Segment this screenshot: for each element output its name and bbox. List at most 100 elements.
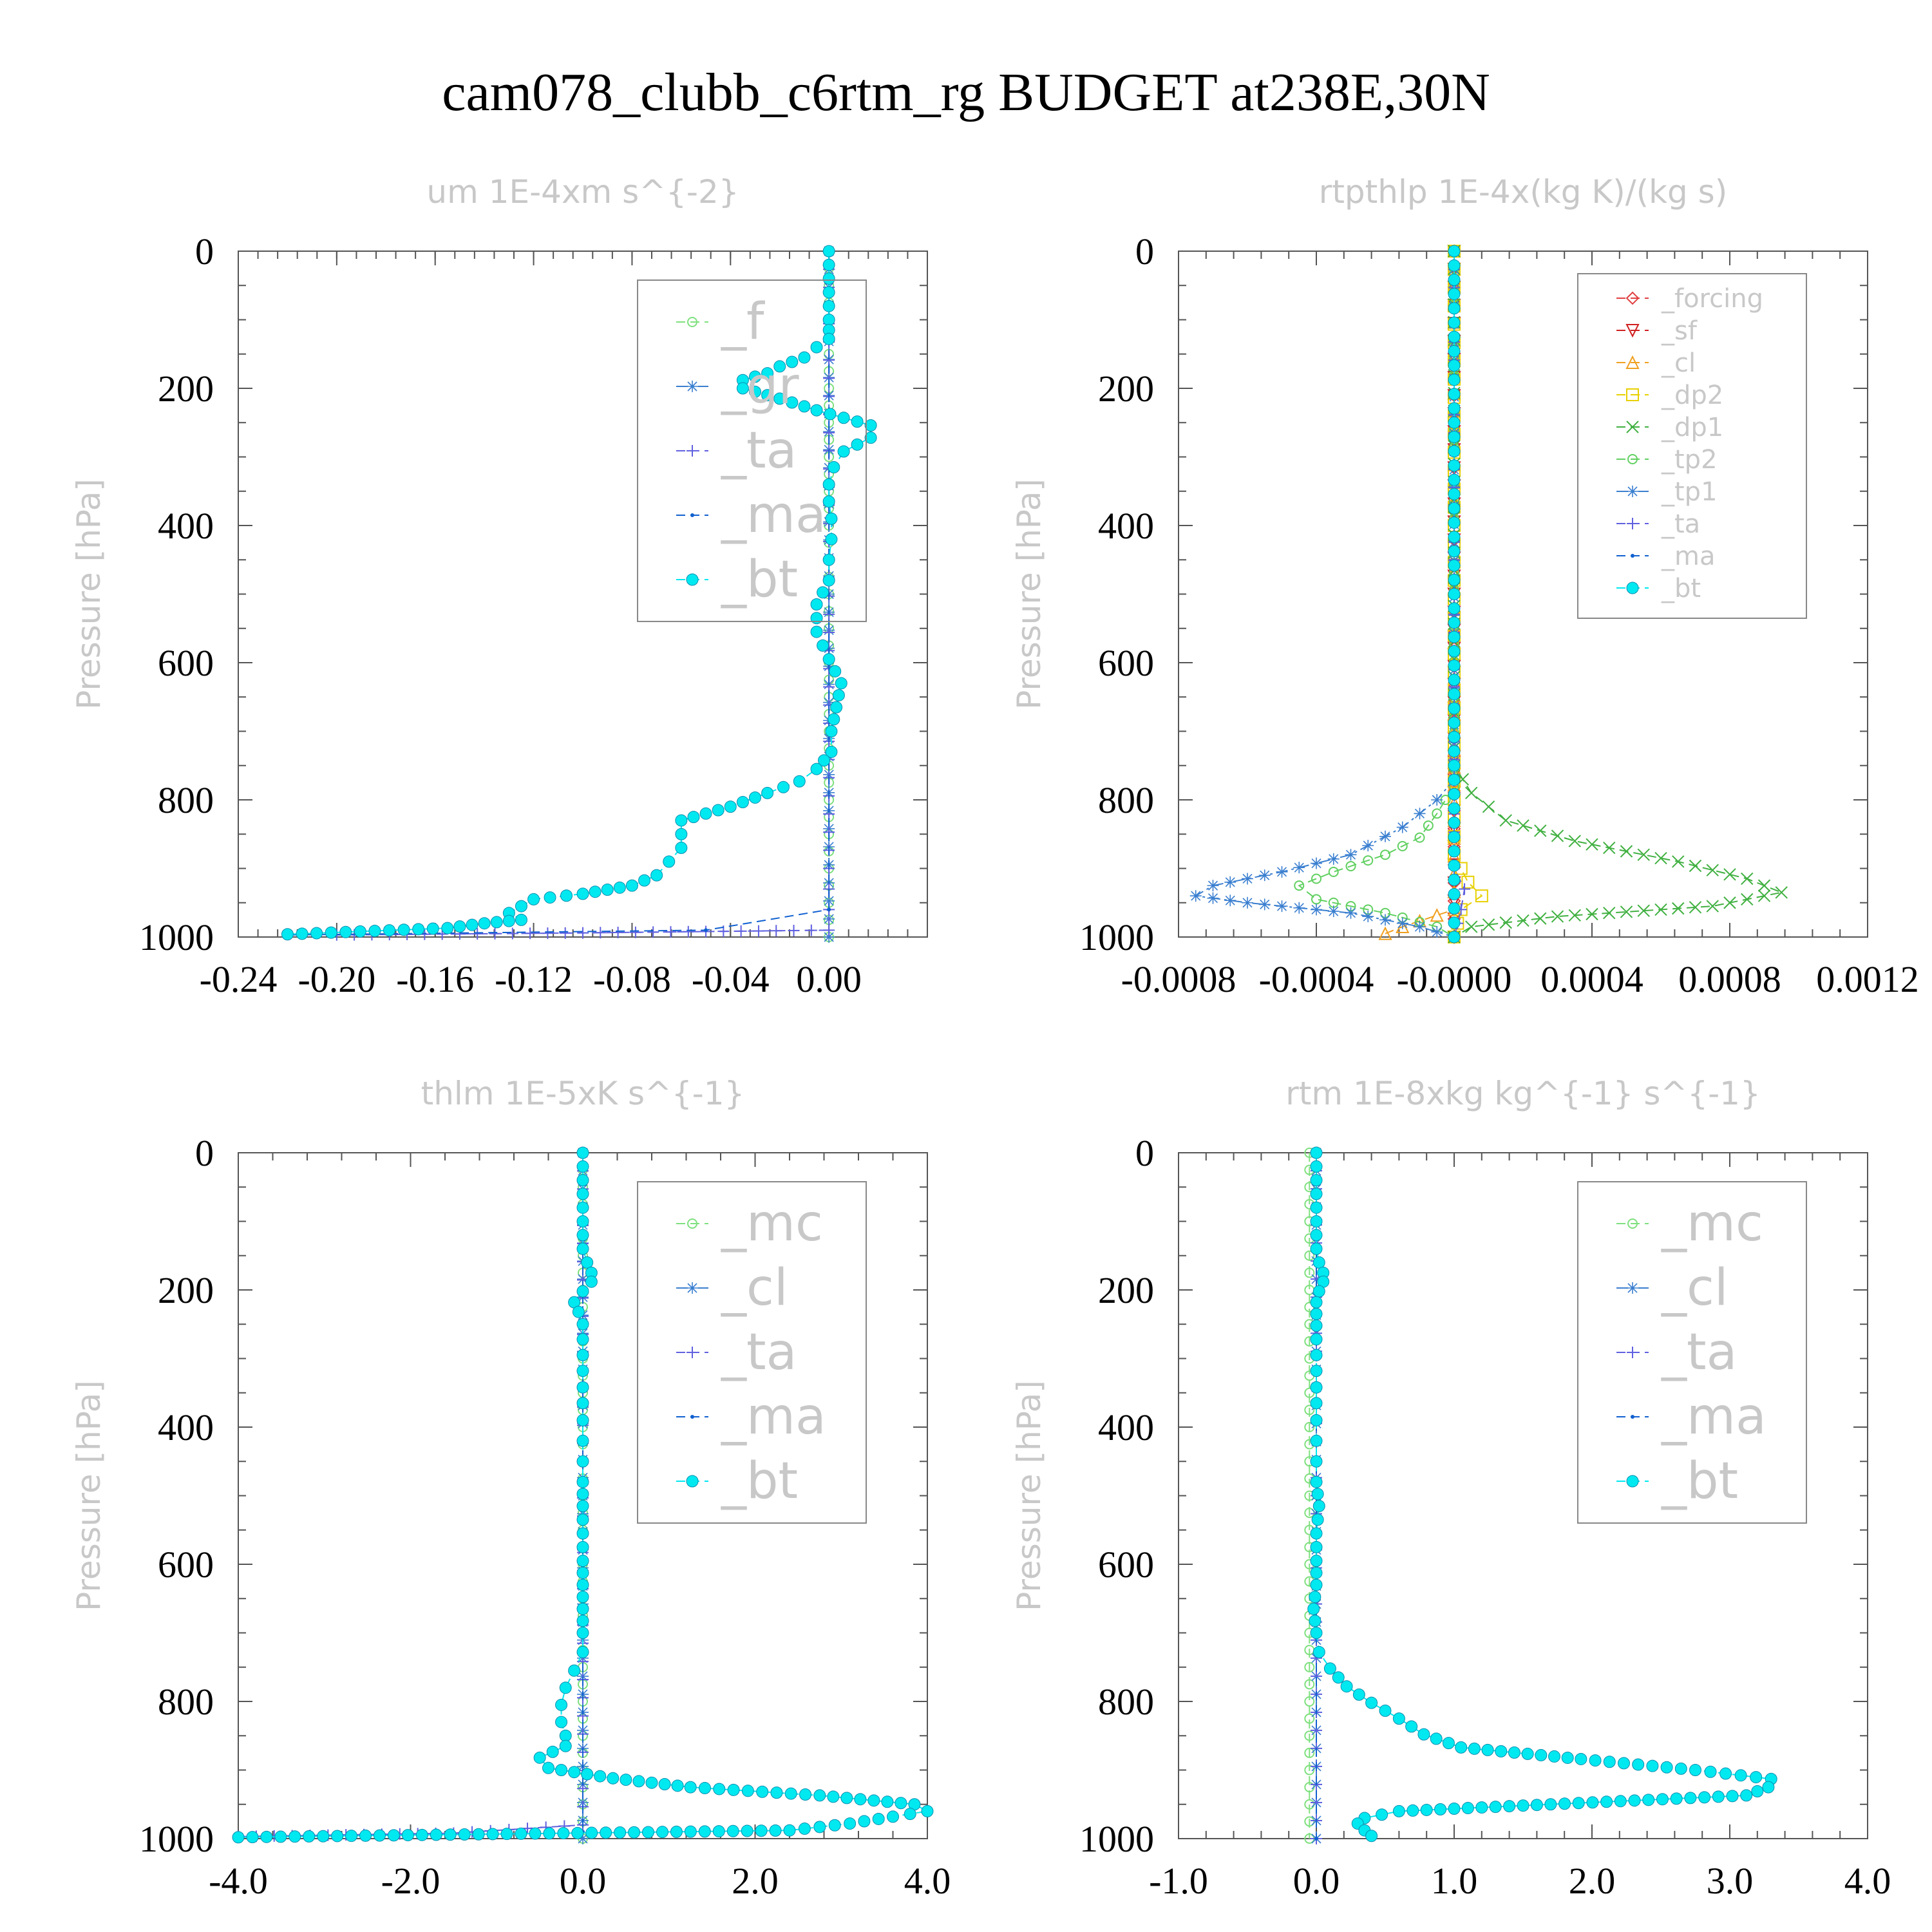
y-tick-label: 0: [195, 1132, 214, 1174]
data-point: [1242, 896, 1253, 909]
data-point: [1307, 1602, 1320, 1615]
data-point: [560, 889, 573, 902]
legend-label: _bt: [721, 551, 798, 609]
data-point: [1328, 866, 1339, 877]
legend-label: _ma: [1661, 542, 1715, 571]
data-point: [1603, 841, 1616, 855]
data-point: [1499, 916, 1512, 929]
data-point: [387, 1829, 400, 1842]
data-point: [1258, 869, 1271, 882]
data-point: [632, 1775, 645, 1788]
data-point: [1414, 921, 1426, 933]
data-point: [645, 1776, 658, 1789]
legend-label: _ta: [721, 1323, 797, 1381]
data-point: [1734, 1769, 1747, 1782]
data-point: [656, 1826, 668, 1839]
data-point: [1551, 829, 1564, 842]
data-point: [1465, 920, 1478, 933]
data-point: [755, 1824, 768, 1837]
data-point: [1365, 1696, 1378, 1709]
y-axis-label: Pressure [hPa]: [70, 478, 108, 710]
data-point: [1723, 868, 1736, 881]
data-point: [1482, 800, 1495, 813]
data-point: [818, 754, 830, 767]
data-point: [1312, 1645, 1325, 1658]
data-point: [840, 1792, 853, 1804]
data-point: [1517, 1799, 1530, 1812]
data-point: [607, 1772, 620, 1785]
data-point: [1312, 1499, 1325, 1512]
data-point: [1568, 835, 1581, 848]
data-point: [489, 927, 501, 940]
data-point: [1431, 926, 1443, 938]
data-point: [1396, 917, 1408, 929]
data-point: [1448, 316, 1461, 329]
data-point: [1632, 1758, 1645, 1771]
data-point: [568, 1766, 581, 1779]
data-point: [822, 332, 835, 345]
x-tick-label: 1.0: [1431, 1860, 1478, 1902]
x-tick-label: 4.0: [1844, 1860, 1891, 1902]
legend-label: _f: [721, 293, 765, 351]
series-line: [1298, 251, 1455, 938]
data-point: [1448, 430, 1461, 443]
data-point: [1448, 902, 1461, 915]
data-point: [576, 1160, 589, 1173]
data-point: [1207, 892, 1219, 904]
data-point: [1521, 1747, 1534, 1760]
data-point: [761, 786, 774, 799]
data-point: [585, 1275, 598, 1288]
data-point: [1304, 1405, 1315, 1416]
data-point: [1448, 645, 1461, 658]
data-point: [1310, 1627, 1323, 1639]
data-point: [1448, 716, 1461, 729]
data-point: [1448, 788, 1461, 800]
data-point: [810, 341, 823, 354]
data-point: [1323, 1662, 1336, 1675]
data-point: [1448, 730, 1461, 743]
data-point: [339, 925, 352, 938]
data-point: [835, 677, 848, 690]
data-point: [246, 1831, 259, 1844]
data-point: [1311, 857, 1322, 869]
data-point: [576, 1475, 589, 1488]
data-point: [576, 1513, 589, 1526]
data-point: [1586, 1796, 1599, 1809]
legend-label: _bt: [1661, 1452, 1738, 1510]
data-point: [1448, 602, 1461, 615]
data-point: [572, 1305, 585, 1318]
data-point: [1304, 1730, 1315, 1741]
panel-title: rtpthlp 1E-4x(kg K)/(kg s): [1319, 173, 1727, 211]
x-tick-label: 0.0004: [1540, 958, 1643, 1000]
data-point: [1561, 1751, 1574, 1764]
data-point: [1414, 832, 1425, 843]
data-point: [466, 918, 478, 931]
data-point: [793, 775, 806, 788]
data-point: [1304, 1696, 1315, 1707]
data-point: [822, 245, 835, 258]
data-point: [1397, 840, 1408, 851]
data-point: [1362, 911, 1374, 923]
data-point: [736, 796, 749, 809]
data-point: [1379, 914, 1391, 926]
data-point: [1535, 1748, 1548, 1761]
data-point: [1310, 1146, 1323, 1159]
data-point: [453, 920, 466, 933]
data-point: [472, 1828, 485, 1841]
panel-title: rtm 1E-8xkg kg^{-1} s^{-1}: [1285, 1075, 1761, 1112]
data-point: [620, 1774, 632, 1786]
data-point: [1482, 918, 1495, 931]
data-point: [1310, 1307, 1323, 1320]
data-point: [1423, 820, 1434, 831]
data-point: [822, 553, 835, 566]
data-point: [1304, 1250, 1315, 1261]
data-point: [638, 874, 651, 887]
data-point: [1448, 817, 1461, 829]
data-point: [471, 927, 484, 940]
data-point: [1310, 1578, 1323, 1591]
data-point: [373, 1829, 386, 1842]
y-tick-label: 400: [1098, 505, 1154, 547]
data-point: [813, 1821, 826, 1833]
legend-label: _ta: [1661, 1323, 1737, 1381]
data-point: [887, 1810, 899, 1823]
